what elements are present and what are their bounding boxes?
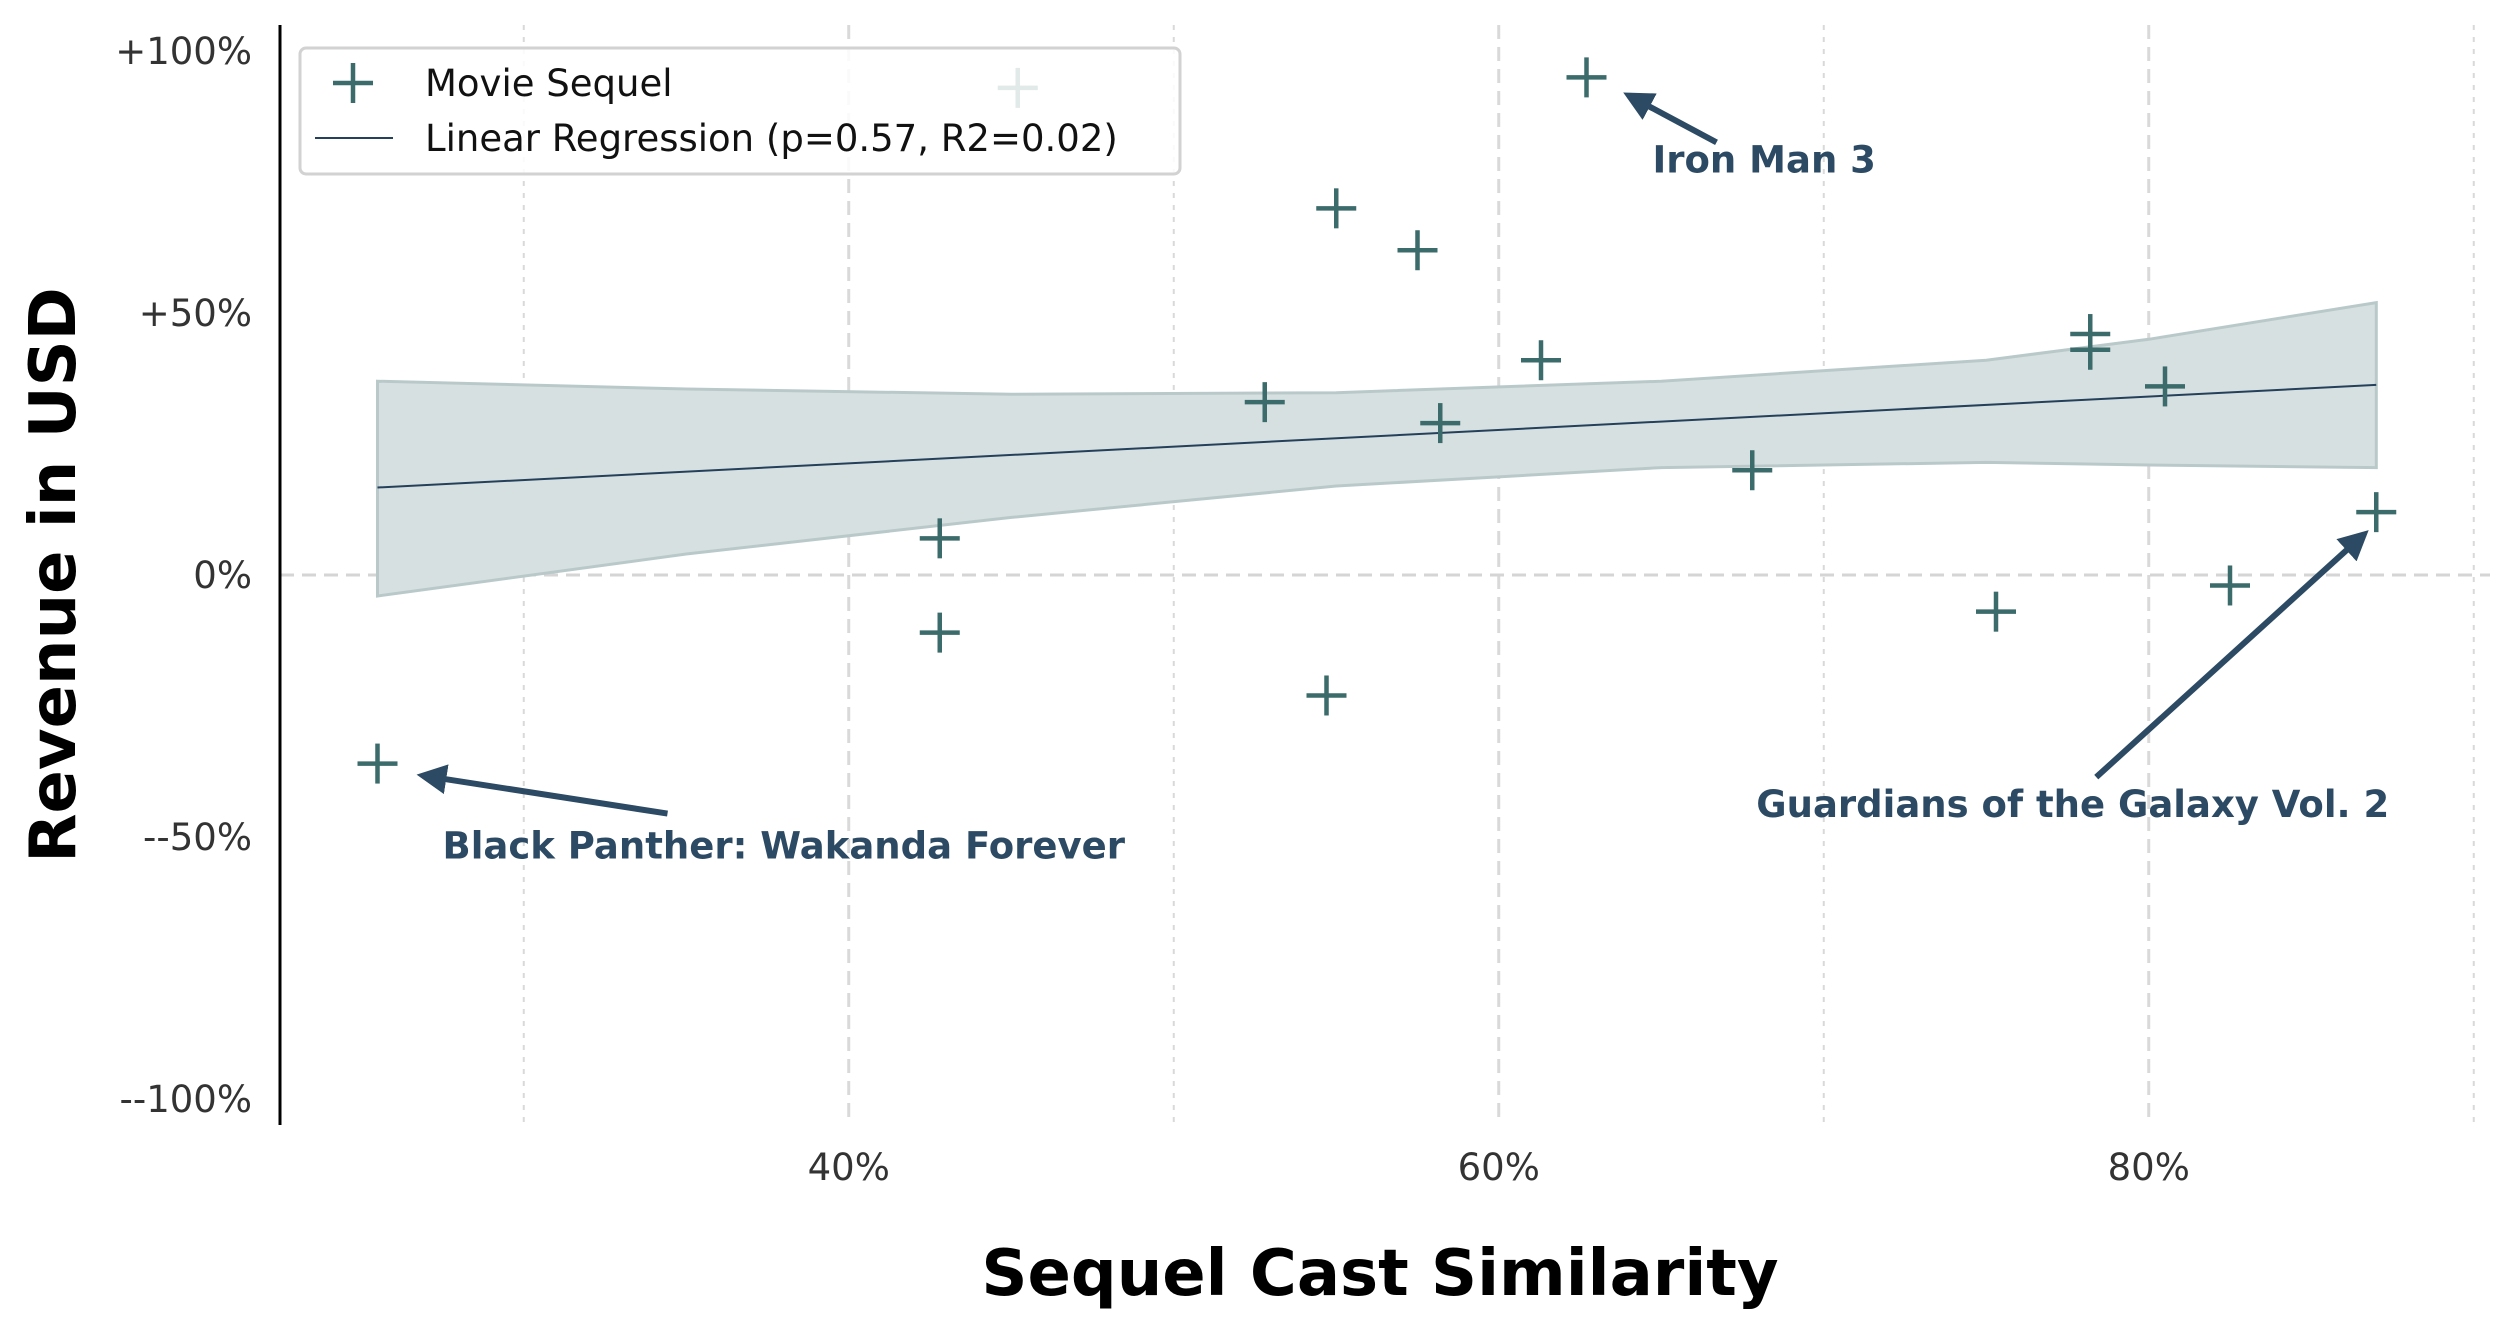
grid-lines: [280, 25, 2490, 1125]
data-point: [1566, 57, 1607, 98]
data-point: [1244, 382, 1285, 423]
annotations-group: Iron Man 3 Black Panther: Wakanda Forever…: [416, 92, 2389, 868]
annotation-label-1: Black Panther: Wakanda Forever: [443, 825, 1126, 868]
data-point: [1521, 340, 1561, 381]
regression-line: [377, 383, 2377, 489]
data-point: [2070, 329, 2111, 370]
data-point: [2356, 492, 2397, 533]
y-axis-title: Revenue in USD: [17, 287, 91, 863]
annotation-arrow-1: [416, 764, 668, 817]
annotation-label-2: Guardians of the Galaxy Vol. 2: [1756, 783, 2389, 826]
data-point: [1306, 675, 1347, 716]
legend-label-movie-sequel: Movie Sequel: [425, 62, 673, 105]
axes-group: +100% +50% 0% --50% --100% 40% 60% 80%: [115, 25, 2190, 1189]
x-tick-label-1: 60%: [1458, 1146, 1540, 1189]
data-point: [1316, 188, 1357, 229]
data-point: [2145, 366, 2185, 407]
confidence-band-group: [376, 300, 2378, 598]
y-tick-label-1: +50%: [139, 292, 252, 335]
x-axis-title: Sequel Cast Similarity: [981, 1237, 1778, 1311]
annotation-label-0: Iron Man 3: [1653, 138, 1876, 181]
y-tick-label-3: --50%: [143, 816, 252, 859]
data-point: [1420, 403, 1461, 444]
data-point: [357, 743, 398, 784]
y-tick-label-4: --100%: [120, 1078, 252, 1121]
data-point: [919, 612, 960, 653]
data-point: [2210, 565, 2250, 606]
legend-marker-plus-icon: [333, 63, 373, 103]
annotation-arrow-0: [1623, 92, 1718, 146]
x-tick-label-2: 80%: [2108, 1146, 2190, 1189]
data-point: [919, 518, 960, 559]
x-tick-label-0: 40%: [808, 1146, 890, 1189]
y-tick-label-0: +100%: [115, 30, 252, 73]
data-point: [1976, 591, 2016, 632]
data-point: [1732, 450, 1773, 491]
y-tick-label-2: 0%: [193, 554, 252, 597]
confidence-band: [376, 300, 2378, 598]
legend: Movie Sequel Linear Regression (p=0.57, …: [298, 46, 1182, 176]
legend-box: [298, 46, 1182, 176]
data-point: [1397, 230, 1438, 271]
legend-label-regression: Linear Regression (p=0.57, R2=0.02): [425, 117, 1118, 160]
annotation-arrow-2: [2094, 530, 2369, 780]
